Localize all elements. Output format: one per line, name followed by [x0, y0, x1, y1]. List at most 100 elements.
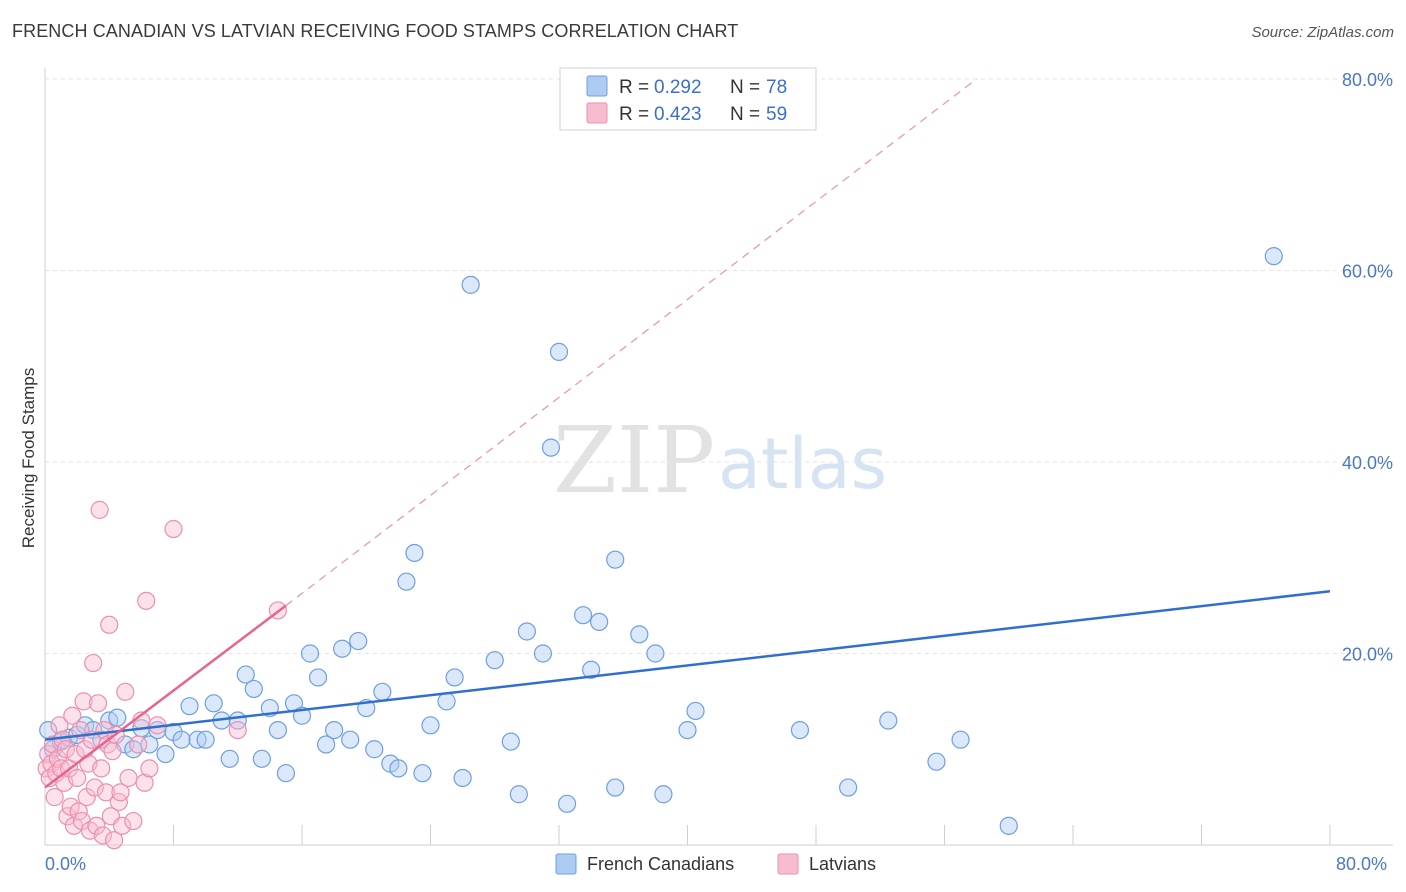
french-point-48 [421, 716, 440, 735]
french-point-34 [308, 668, 328, 687]
y-tick-label-2: 60.0% [1342, 262, 1393, 282]
french-point-63 [590, 612, 609, 632]
latvian-point-41 [103, 742, 122, 761]
french-point-26 [244, 679, 263, 699]
french-point-50 [445, 668, 464, 687]
legend-swatch-latvian [586, 102, 608, 124]
french-point-9 [108, 708, 127, 727]
chart-title: FRENCH CANADIAN VS LATVIAN RECEIVING FOO… [12, 21, 739, 41]
french-point-30 [276, 764, 296, 783]
french-point-76 [999, 816, 1018, 835]
source-credit: Source: ZipAtlas.com [1251, 24, 1394, 41]
french-point-42 [373, 682, 392, 701]
axes [44, 68, 1393, 846]
french-point-45 [397, 572, 416, 591]
french-point-33 [300, 644, 320, 663]
x-tick-label-max: 80.0% [1336, 854, 1387, 874]
french-point-35 [316, 735, 336, 754]
french-point-64 [606, 550, 625, 569]
latvian-point-57 [228, 720, 247, 740]
grid-lines [45, 78, 1393, 654]
french-point-73 [879, 711, 898, 730]
latvian-point-54 [140, 759, 159, 778]
french-point-29 [268, 720, 288, 740]
french-point-55 [509, 785, 528, 804]
legend-swatch-latvian-bottom [777, 853, 799, 875]
latvian-point-8 [50, 716, 69, 735]
french-point-62 [582, 660, 601, 679]
watermark-zip: ZIP [553, 407, 715, 514]
french-point-59 [549, 342, 569, 361]
french-point-67 [646, 644, 665, 663]
french-point-15 [156, 744, 175, 764]
latvian-point-29 [84, 653, 103, 673]
french-point-60 [557, 794, 577, 813]
trend-lines [44, 78, 1331, 789]
french-point-74 [927, 752, 946, 771]
french-point-56 [517, 622, 536, 641]
legend-n-value-latvian: 59 [766, 104, 787, 125]
latvian-point-53 [137, 591, 156, 610]
stats-legend: R = 0.292 N = 78 R = 0.423 N = 59 [559, 67, 817, 131]
legend-n-label-latvian: N = [730, 104, 760, 125]
legend-swatch-french [586, 75, 608, 97]
french-point-21 [204, 694, 223, 713]
latvian-point-12 [56, 740, 75, 759]
latvian-point-39 [100, 615, 119, 634]
legend-r-label-latvian: R = [619, 104, 649, 125]
latvian-point-37 [96, 783, 116, 802]
latvian-point-56 [164, 519, 183, 539]
legend-r-value-french: 0.292 [654, 77, 702, 98]
y-tick-label-3: 80.0% [1342, 70, 1393, 90]
latvian-point-42 [104, 831, 124, 850]
french-point-49 [437, 692, 456, 711]
latvian-point-49 [124, 811, 143, 831]
french-point-36 [325, 720, 344, 740]
x-tick-labels: 0.0% 80.0% [45, 854, 1387, 874]
legend-n-label-french: N = [730, 77, 760, 98]
y-tick-labels: 20.0% 40.0% 60.0% 80.0% [1342, 70, 1393, 665]
french-point-66 [630, 625, 649, 644]
latvian-point-20 [69, 802, 88, 821]
french-point-53 [485, 651, 504, 670]
latvian-point-47 [116, 682, 135, 701]
latvian-point-45 [111, 783, 130, 802]
french-point-72 [839, 778, 858, 797]
french-point-77 [1264, 247, 1283, 266]
latvian-point-52 [135, 773, 154, 792]
y-tick-label-1: 40.0% [1342, 453, 1393, 473]
latvian-point-30 [85, 778, 104, 797]
latvian-trend-extension [285, 78, 977, 607]
french-point-47 [413, 764, 432, 783]
latvian-point-1 [39, 744, 58, 764]
french-point-23 [220, 749, 239, 768]
watermark: ZIP atlas [553, 407, 887, 514]
french-point-44 [389, 759, 408, 778]
latvian-point-13 [58, 807, 77, 826]
french-point-52 [461, 275, 480, 294]
latvian-point-46 [112, 816, 132, 835]
legend-r-value-latvian: 0.423 [654, 104, 702, 125]
latvian-point-16 [63, 706, 82, 725]
series-legend: French Canadians Latvians [555, 853, 876, 875]
y-axis-label: Receiving Food Stamps [19, 368, 38, 548]
legend-n-value-french: 78 [766, 77, 787, 98]
french-point-41 [365, 740, 384, 759]
series-french-canadians [39, 247, 1283, 835]
latvian-point-32 [88, 694, 108, 713]
french-point-54 [501, 732, 520, 751]
latvian-point-18 [66, 744, 85, 764]
legend-r-label-french: R = [619, 77, 649, 98]
french-point-57 [533, 644, 553, 663]
french-trend-line [44, 590, 1331, 741]
french-point-20 [196, 730, 215, 749]
french-point-51 [453, 768, 472, 788]
legend-label-latvian: Latvians [809, 854, 876, 874]
french-point-39 [349, 631, 368, 651]
latvian-point-5 [45, 788, 64, 807]
french-point-70 [686, 701, 705, 721]
latvian-trend-line [44, 604, 287, 789]
latvian-point-31 [87, 816, 106, 835]
french-point-18 [180, 697, 199, 716]
